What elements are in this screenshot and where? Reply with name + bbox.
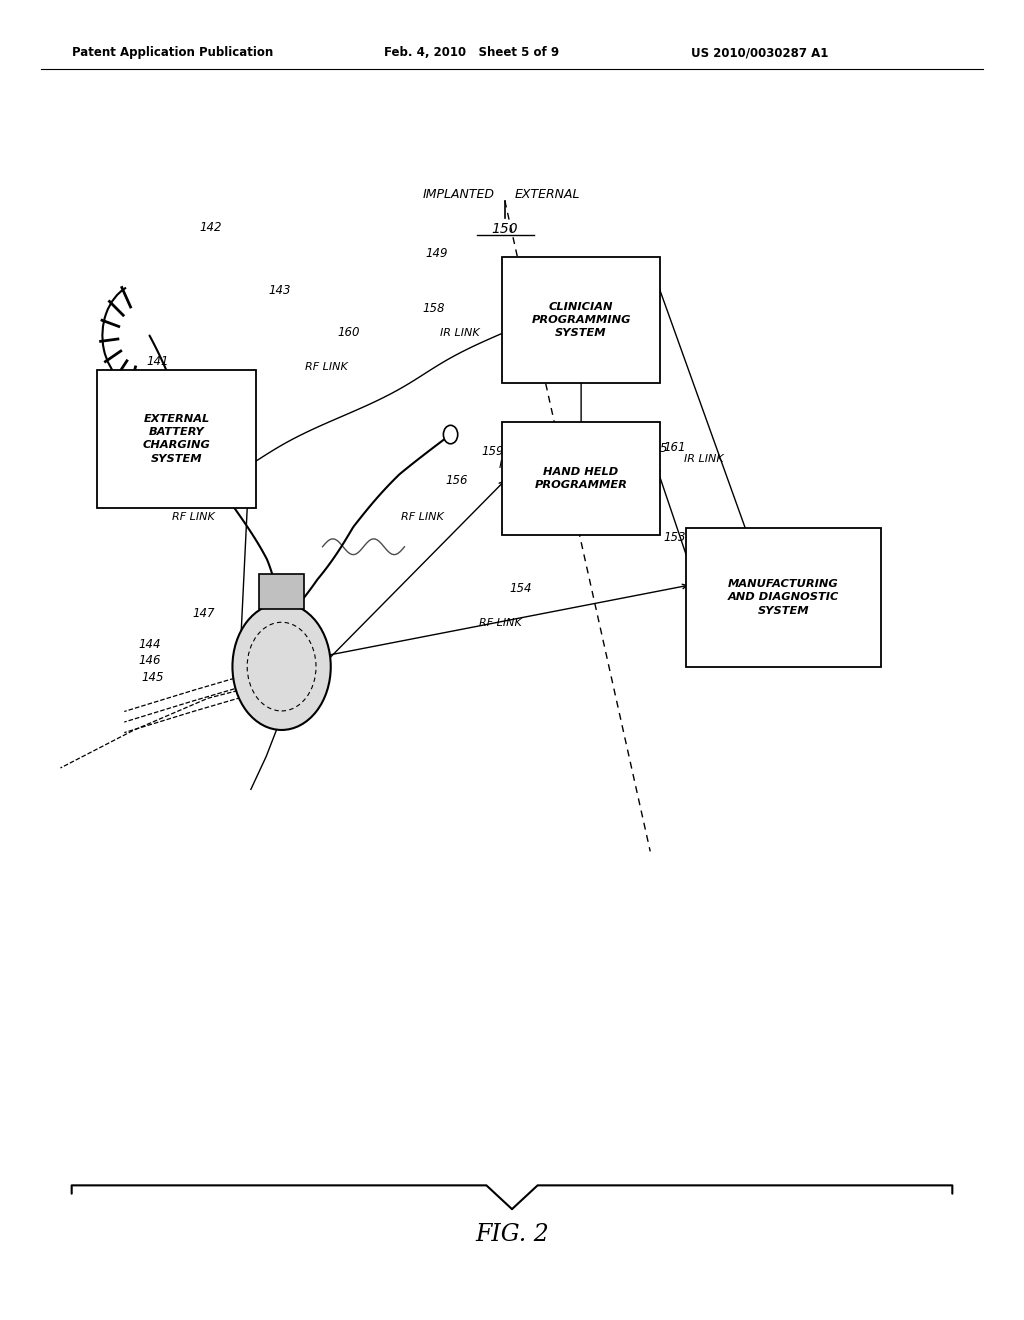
Text: IR LINK: IR LINK [499, 459, 539, 470]
Text: 152: 152 [233, 474, 256, 487]
Text: MANUFACTURING
AND DIAGNOSTIC
SYSTEM: MANUFACTURING AND DIAGNOSTIC SYSTEM [728, 579, 839, 615]
Text: Feb. 4, 2010   Sheet 5 of 9: Feb. 4, 2010 Sheet 5 of 9 [384, 46, 559, 59]
Text: 157: 157 [627, 308, 649, 321]
Text: 142: 142 [200, 220, 222, 234]
Text: 141: 141 [146, 355, 169, 368]
Text: 143: 143 [268, 284, 291, 297]
Text: 151: 151 [102, 442, 125, 455]
Circle shape [232, 603, 331, 730]
Text: 159: 159 [481, 445, 504, 458]
FancyBboxPatch shape [502, 257, 660, 383]
FancyBboxPatch shape [686, 528, 881, 667]
Text: IMPLANTED: IMPLANTED [423, 187, 495, 201]
Text: 149: 149 [425, 247, 447, 260]
FancyBboxPatch shape [259, 574, 304, 609]
Text: Patent Application Publication: Patent Application Publication [72, 46, 273, 59]
Text: 153: 153 [664, 531, 686, 544]
Text: RF LINK: RF LINK [305, 362, 348, 372]
Text: EXTERNAL
BATTERY
CHARGING
SYSTEM: EXTERNAL BATTERY CHARGING SYSTEM [142, 414, 211, 463]
Text: RF LINK: RF LINK [479, 618, 522, 628]
Text: 140: 140 [287, 614, 309, 627]
Circle shape [443, 425, 458, 444]
Text: 160: 160 [338, 326, 360, 339]
Text: 156: 156 [445, 474, 468, 487]
Text: 145: 145 [141, 671, 164, 684]
Text: 161: 161 [664, 441, 686, 454]
Text: 154: 154 [509, 582, 531, 595]
Text: HAND HELD
PROGRAMMER: HAND HELD PROGRAMMER [535, 467, 628, 490]
Text: EXTERNAL: EXTERNAL [515, 187, 581, 201]
Text: 146: 146 [138, 653, 161, 667]
Text: FIG. 2: FIG. 2 [475, 1222, 549, 1246]
Text: IR LINK: IR LINK [440, 327, 480, 338]
Text: CLINICIAN
PROGRAMMING
SYSTEM: CLINICIAN PROGRAMMING SYSTEM [531, 302, 631, 338]
Text: 144: 144 [138, 638, 161, 651]
Text: RF LINK: RF LINK [401, 512, 444, 523]
Text: 150: 150 [492, 222, 518, 236]
FancyBboxPatch shape [97, 370, 256, 508]
FancyBboxPatch shape [502, 422, 660, 535]
Text: 147: 147 [193, 607, 215, 620]
Text: IR LINK: IR LINK [684, 454, 724, 465]
Text: 158: 158 [423, 302, 445, 315]
Text: RF LINK: RF LINK [172, 512, 215, 523]
Text: US 2010/0030287 A1: US 2010/0030287 A1 [691, 46, 828, 59]
Text: 155: 155 [645, 442, 668, 455]
Text: 148: 148 [274, 663, 297, 676]
